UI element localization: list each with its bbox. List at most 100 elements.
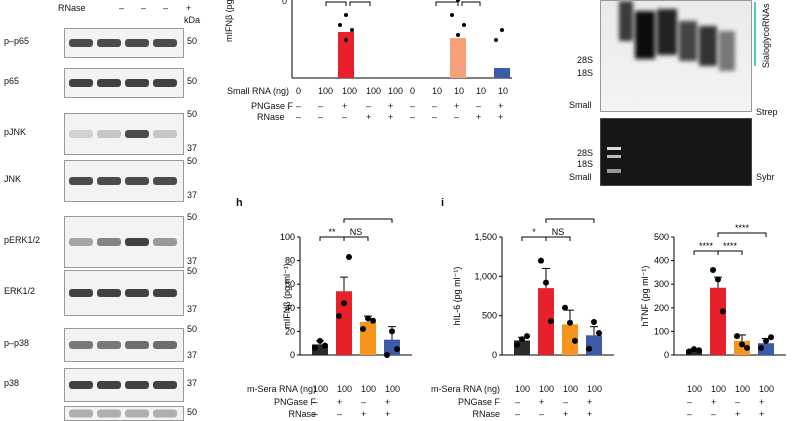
y-tick-label: 300 — [654, 279, 669, 289]
top-condition-cell: + — [476, 112, 482, 122]
chart-h-mifnb: 0 20 40 60 80 100 mIFNβ (pg ml⁻¹) ** ** NS — [280, 215, 412, 360]
kda-marker: 50 — [187, 406, 198, 417]
blot-strip — [64, 368, 184, 402]
y-tick-label: 100 — [280, 232, 295, 242]
kda-marker: 50 — [187, 324, 198, 334]
row-label-rna: m-Sera RNA (ng) — [246, 384, 316, 394]
data-point — [696, 347, 702, 354]
condition-cell: 100 — [711, 384, 727, 394]
kda-marker: 50 — [187, 212, 198, 222]
blot-bands — [69, 39, 177, 47]
condition-cell: 100 — [385, 384, 401, 394]
top-condition-cell: + — [454, 101, 460, 111]
data-point — [596, 329, 602, 336]
kda-label: kDa — [184, 15, 201, 25]
top-condition-cell: – — [296, 101, 302, 111]
sybr-blot-bands — [607, 147, 621, 173]
condition-cell: 100 — [587, 384, 603, 394]
y-tick-label: 500 — [482, 311, 497, 321]
condition-cell: + — [385, 397, 391, 407]
blot-band — [153, 79, 177, 87]
data-point — [524, 333, 530, 340]
condition-cell: + — [587, 397, 593, 407]
pngase-row-label: PNGase F — [251, 101, 294, 111]
significance-bracket — [319, 236, 345, 241]
condition-cell: – — [687, 409, 693, 419]
condition-cell: 100 — [313, 384, 329, 394]
top-point — [494, 38, 498, 42]
blot-strip — [64, 68, 184, 98]
blot-band — [69, 177, 93, 185]
kda-marker: 37 — [187, 378, 198, 388]
significance-label: **** — [723, 241, 738, 251]
blot-band — [97, 79, 121, 87]
significance-bracket — [343, 218, 393, 223]
y-tick-label: 1,500 — [474, 232, 497, 242]
data-point — [562, 304, 568, 311]
top-condition-cell: – — [476, 101, 482, 111]
data-point — [365, 315, 371, 322]
condition-cell: 100 — [361, 384, 377, 394]
significance-label: **** — [735, 223, 750, 233]
top-condition-cell: 0 — [410, 86, 416, 96]
sialoglycorna-label: SialoglycoRNAs — [761, 3, 771, 68]
condition-cell: + — [759, 397, 765, 407]
blot-band — [97, 130, 121, 138]
blot-band — [125, 177, 149, 185]
blot-row-label: p–p38 — [4, 338, 30, 348]
condition-cell: – — [313, 397, 319, 407]
gel-label-18s-top: 18S — [577, 68, 594, 78]
blot-strip — [64, 216, 184, 268]
blot-band — [125, 130, 149, 138]
top-condition-cell: – — [342, 112, 348, 122]
y-tick-label: 1,000 — [474, 271, 497, 281]
kda-marker: 37 — [187, 350, 198, 360]
blot-band — [153, 289, 177, 297]
row-label-pngase: PNGase F — [457, 397, 500, 407]
blot-band — [69, 79, 93, 87]
data-point — [360, 326, 366, 333]
condition-cell: 100 — [687, 384, 703, 394]
top-condition-cell: + — [342, 101, 348, 111]
data-point — [715, 276, 721, 283]
kda-marker: 37 — [187, 256, 198, 266]
top-sig-bracket — [461, 1, 481, 6]
blot-band — [69, 289, 93, 297]
significance-bracket — [717, 250, 743, 255]
bar — [734, 340, 750, 355]
top-point — [450, 13, 454, 17]
data-point — [758, 344, 764, 351]
y-tick-label: 20 — [285, 326, 295, 336]
top-point — [456, 0, 460, 2]
top-condition-cell: + — [388, 112, 394, 122]
top-condition-cell: 100 — [388, 86, 404, 96]
row-label-rna: m-Sera RNA (ng) — [430, 384, 500, 394]
blot-band — [125, 238, 149, 246]
kda-marker: 37 — [187, 304, 198, 314]
top-point — [462, 23, 466, 27]
kda-marker: 50 — [187, 109, 198, 119]
blot-row-label: p65 — [4, 76, 20, 86]
data-point — [739, 341, 745, 348]
blot-row-label: pJNK — [4, 127, 27, 137]
top-bar — [494, 68, 510, 78]
data-point — [317, 337, 323, 344]
blot-band — [69, 409, 93, 418]
gel-label-28s-bottom: 28S — [577, 148, 594, 158]
top-point — [456, 33, 460, 37]
top-chart-svg — [291, 0, 512, 79]
data-point — [389, 328, 395, 335]
condition-cell: + — [539, 397, 545, 407]
rnase-sign-2: – — [141, 3, 147, 13]
data-point — [519, 336, 525, 343]
blot-band — [97, 289, 121, 297]
condition-cell: + — [385, 409, 391, 419]
blot-band — [69, 130, 93, 138]
condition-cell: – — [711, 409, 717, 419]
blot-bands — [69, 381, 177, 389]
blot-band — [97, 238, 121, 246]
y-tick-label: 100 — [654, 326, 669, 336]
condition-cell: – — [563, 397, 569, 407]
data-point — [514, 341, 520, 348]
blot-row-label: p–p65 — [4, 36, 30, 46]
